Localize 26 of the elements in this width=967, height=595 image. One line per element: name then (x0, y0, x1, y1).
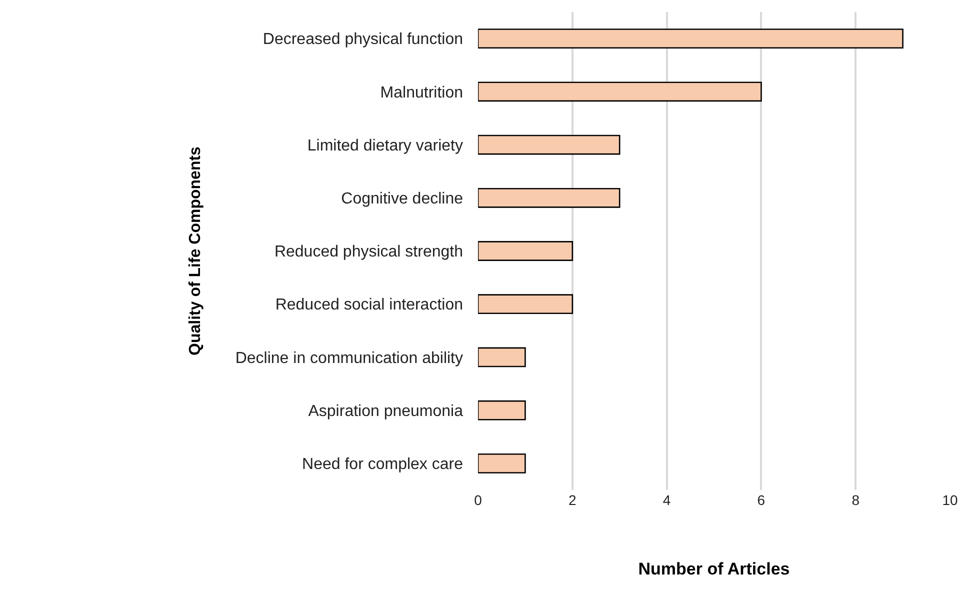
bar (478, 454, 526, 474)
bar (478, 294, 574, 314)
y-tick-label: Decline in communication ability (235, 350, 463, 367)
bar (478, 241, 574, 261)
bar (478, 347, 526, 368)
bar (478, 134, 620, 155)
x-tick-label: 8 (852, 492, 860, 508)
bar (478, 188, 620, 208)
y-tick-label: Malnutrition (380, 84, 463, 102)
y-tick-label: Decreased physical function (262, 31, 463, 48)
y-tick-label: Limited dietary variety (307, 137, 463, 154)
x-tick-label: 2 (568, 492, 576, 508)
y-axis-title: Quality of Life Components (187, 146, 204, 356)
y-tick-label: Need for complex care (302, 456, 464, 474)
bar (478, 82, 762, 102)
x-tick-label: 6 (757, 492, 766, 508)
y-tick-label: Reduced social interaction (275, 296, 463, 314)
y-tick-label: Cognitive decline (341, 190, 464, 208)
y-tick-label: Reduced physical strength (274, 244, 463, 261)
bar (478, 400, 526, 420)
bar (478, 28, 904, 48)
x-tick-label: 0 (474, 492, 482, 508)
x-tick-label: 4 (662, 492, 671, 508)
x-tick-label: 10 (942, 492, 958, 508)
y-tick-label: Aspiration pneumonia (308, 402, 464, 420)
x-axis-title: Number of Articles (638, 559, 790, 578)
